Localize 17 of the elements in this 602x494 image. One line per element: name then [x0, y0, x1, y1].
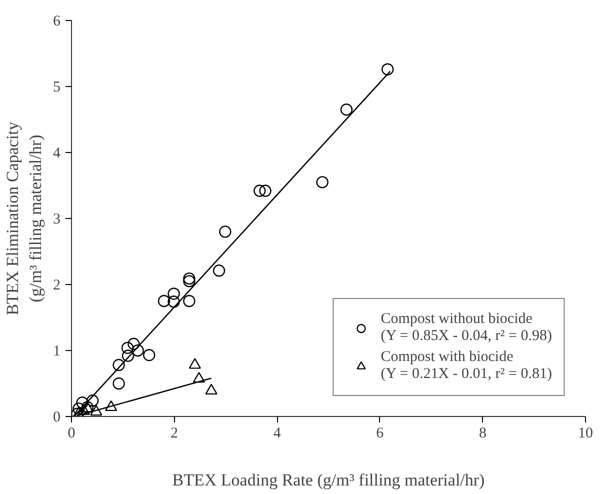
x-tick-label: 2 [170, 426, 178, 442]
x-tick-label: 6 [376, 426, 384, 442]
x-axis-title: BTEX Loading Rate (g/m³ filling material/hr) [172, 470, 485, 490]
legend-label: Compost without biocide (Y = 0.85X - 0.04, r² = 0.98) [380, 311, 552, 345]
x-tick-label: 0 [68, 426, 76, 442]
y-tick-label: 0 [53, 410, 60, 426]
x-tick-label: 4 [273, 426, 282, 442]
y-tick-label: 6 [53, 14, 61, 30]
y-tick-label: 5 [53, 80, 60, 96]
y-tick-label: 1 [53, 344, 60, 360]
y-axis-title: BTEX Elimination Capacity (g/m³ filling material/hr) [3, 121, 45, 316]
x-tick-label: 8 [478, 426, 486, 442]
y-tick-label: 4 [53, 146, 61, 162]
y-tick-label: 3 [53, 212, 60, 228]
y-tick-label: 2 [53, 278, 60, 294]
x-tick-label: 10 [578, 426, 593, 442]
legend-label: Compost with biocide (Y = 0.21X - 0.01, r² = 0.81) [380, 349, 552, 383]
